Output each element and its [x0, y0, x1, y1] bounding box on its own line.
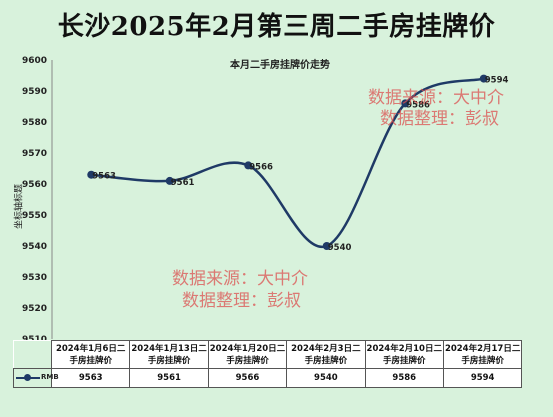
table-value: 9540 [286, 368, 366, 388]
y-tick-label: 9570 [22, 149, 47, 159]
data-table-header-row: 2024年1月6日二手房挂牌价 2024年1月13日二手房挂牌价 2024年1月… [13, 340, 523, 369]
watermark-editor: 数据整理：彭叔 [182, 291, 301, 311]
y-tick-label: 9520 [22, 304, 47, 314]
category-label: 2024年2月17日二手房挂牌价 [442, 340, 523, 369]
series-rmb: 9563 9561 9566 9540 9586 9594 [87, 74, 509, 253]
y-tick-label: 9580 [22, 118, 47, 128]
watermark-editor: 数据整理：彭叔 [380, 109, 499, 129]
data-label: 9594 [485, 76, 509, 86]
table-value: 9566 [207, 368, 288, 388]
data-point [401, 99, 410, 108]
data-label: 9586 [406, 100, 430, 110]
category-label: 2024年2月10日二手房挂牌价 [364, 340, 444, 369]
table-value: 9561 [129, 368, 209, 388]
y-tick-label: 9540 [22, 242, 47, 252]
category-label: 2024年1月6日二手房挂牌价 [50, 340, 131, 369]
y-tick-label: 9590 [22, 87, 47, 97]
data-table-corner [13, 340, 52, 369]
table-value: 9594 [442, 368, 523, 388]
table-value: 9586 [364, 368, 444, 388]
y-tick-label: 9560 [22, 180, 47, 190]
legend-dot-marker [24, 374, 31, 381]
data-table-value-row: RMB 9563 9561 9566 9540 9586 9594 [13, 368, 523, 388]
data-point [322, 242, 331, 250]
category-label: 2024年1月20日二手房挂牌价 [207, 340, 288, 369]
data-label: 9566 [249, 162, 273, 172]
category-label: 2024年1月13日二手房挂牌价 [129, 340, 209, 369]
watermark-source: 数据来源：大中介 [368, 88, 504, 108]
y-tick-label: 9550 [22, 211, 47, 221]
y-axis: 9510952095309540955095609570958095909600 [22, 56, 53, 345]
chart-title: 本月二手房挂牌价走势 [230, 60, 330, 71]
data-table: 2024年1月6日二手房挂牌价 2024年1月13日二手房挂牌价 2024年1月… [13, 340, 523, 388]
legend-series-name: RMB [41, 373, 59, 381]
data-label: 9563 [92, 172, 116, 182]
table-value: 9563 [50, 368, 131, 388]
data-point [479, 74, 488, 83]
data-point [244, 161, 253, 170]
main-title: 长沙2025年2月第三周二手房挂牌价 [57, 12, 496, 42]
y-tick-label: 9530 [22, 273, 47, 283]
data-point [87, 170, 96, 179]
category-label: 2024年2月3日二手房挂牌价 [286, 340, 366, 369]
data-point [165, 176, 174, 185]
data-label: 9540 [328, 243, 352, 253]
legend-entry: RMB [13, 368, 59, 388]
y-tick-label: 9600 [22, 56, 47, 66]
watermark-source: 数据来源：大中介 [172, 269, 308, 289]
data-label: 9561 [171, 178, 195, 188]
